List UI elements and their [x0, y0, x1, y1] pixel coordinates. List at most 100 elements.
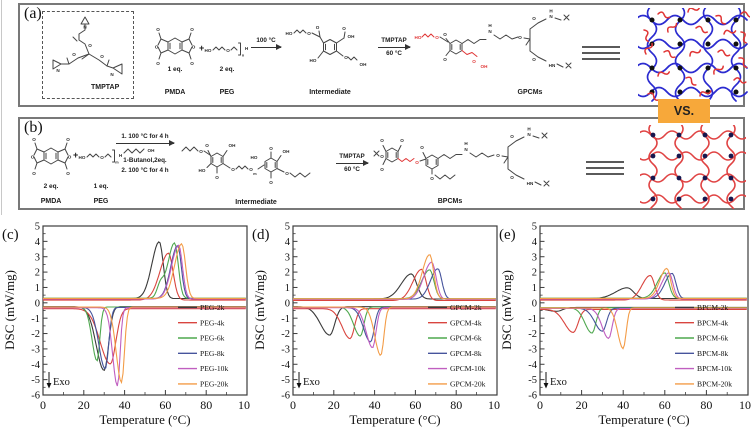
svg-text:O: O	[472, 59, 476, 64]
svg-text:GPCM-2k: GPCM-2k	[450, 303, 482, 312]
svg-text:HO: HO	[286, 31, 293, 36]
condition-a2: 60 °C	[386, 50, 402, 58]
svg-text:O: O	[88, 43, 92, 48]
svg-text:20: 20	[78, 398, 90, 412]
svg-text:O: O	[380, 138, 384, 143]
vs-badge: VS.	[658, 99, 710, 123]
svg-text:PEG-8k: PEG-8k	[200, 349, 225, 358]
svg-text:H: H	[245, 46, 249, 51]
peg-structure-a: HO O n H	[204, 39, 250, 59]
peg-eq-a: 2 eq.	[219, 66, 235, 73]
svg-text:HO: HO	[415, 35, 422, 40]
svg-text:-3: -3	[31, 345, 40, 356]
svg-text:GPCM-4k: GPCM-4k	[450, 318, 482, 327]
gpcm-name: GPCMs	[517, 89, 543, 96]
svg-text:O: O	[344, 55, 348, 60]
condition-b2: 60 °C	[344, 166, 360, 174]
page-edge-line	[1, 0, 2, 215]
dsc-chart-peg: 0 20 40 60 80 100 -6 -5 -4 -3 -2 -1 0 1 2 3 4 5 Temperatur…	[0, 222, 256, 429]
svg-text:Temperature (°C): Temperature (°C)	[598, 412, 689, 427]
svg-text:-1: -1	[528, 314, 537, 325]
svg-text:60: 60	[409, 398, 421, 412]
condition-b1-line3: 2. 100 °C for 4 h	[121, 167, 169, 175]
dsc-chart-svg: 0 20 40 60 80 100 -6 -5 -4 -3 -2 -1 0 1 2 3 4 5 Temperatur…	[499, 222, 751, 427]
svg-text:N: N	[488, 29, 492, 34]
svg-text:0: 0	[537, 398, 543, 412]
svg-text:O: O	[380, 154, 384, 159]
svg-text:O: O	[510, 175, 514, 180]
svg-text:DSC (mW/mg): DSC (mW/mg)	[252, 270, 267, 350]
svg-text:O: O	[156, 61, 160, 66]
svg-text:O: O	[190, 27, 194, 32]
butanol-structure: OH	[116, 144, 174, 157]
equivalence-sign-a	[582, 46, 620, 64]
reaction-arrow-b2: TMPTAP 60 °C	[336, 153, 369, 174]
svg-text:O: O	[269, 146, 273, 151]
svg-text:OH: OH	[229, 143, 237, 148]
pmda-name-a: PMDA	[164, 89, 186, 96]
svg-text:HN: HN	[527, 181, 534, 186]
svg-text:O: O	[380, 167, 384, 172]
svg-text:-5: -5	[31, 375, 40, 386]
svg-text:N: N	[56, 68, 60, 73]
svg-text:20: 20	[576, 398, 588, 412]
svg-text:4: 4	[285, 237, 291, 248]
svg-text:O: O	[32, 171, 36, 176]
svg-text:O: O	[199, 149, 203, 154]
svg-text:O: O	[430, 176, 434, 181]
svg-text:40: 40	[369, 398, 381, 412]
svg-text:O: O	[269, 180, 273, 185]
dsc-chart-bpcm: 0 20 40 60 80 100 -6 -5 -4 -3 -2 -1 0 1 2 3 4 5 Temperatur…	[497, 222, 751, 429]
svg-text:O: O	[205, 143, 209, 148]
svg-text:O: O	[72, 52, 76, 57]
svg-text:H: H	[119, 153, 123, 158]
reaction-arrow-a2: TMPTAP 60 °C	[378, 37, 411, 58]
svg-text:0: 0	[290, 398, 296, 412]
svg-text:4: 4	[532, 237, 538, 248]
svg-text:O: O	[68, 155, 72, 160]
pmda-structure-a: O O O O O O	[152, 25, 198, 67]
svg-text:80: 80	[700, 398, 712, 412]
svg-text:N: N	[527, 132, 531, 137]
svg-text:GPCM-6k: GPCM-6k	[450, 334, 482, 343]
panel-b: (b) O O O O O O 2 eq. PMDA + HO	[18, 117, 746, 210]
svg-text:100: 100	[739, 398, 751, 412]
svg-text:PEG-4k: PEG-4k	[200, 318, 225, 327]
svg-text:O: O	[415, 160, 419, 165]
intermediate-structure-b: O O OH HO O O O m HO O OH O O	[180, 129, 332, 191]
svg-text:BPCM-10k: BPCM-10k	[697, 364, 732, 373]
peg-structure-b: HO O m H	[78, 146, 124, 166]
svg-text:BPCM-4k: BPCM-4k	[697, 318, 728, 327]
panel-b-label: (b)	[24, 119, 43, 136]
svg-text:O: O	[342, 26, 346, 31]
svg-text:O: O	[32, 137, 36, 142]
svg-text:60: 60	[159, 398, 171, 412]
svg-text:2: 2	[285, 268, 290, 279]
svg-text:3: 3	[285, 252, 290, 263]
svg-text:O: O	[435, 35, 439, 40]
svg-text:BPCM-20k: BPCM-20k	[697, 380, 732, 389]
svg-text:O: O	[215, 175, 219, 180]
svg-text:BPCM-2k: BPCM-2k	[697, 303, 728, 312]
svg-text:OH: OH	[481, 64, 489, 69]
svg-text:O: O	[443, 57, 447, 62]
svg-text:Exo: Exo	[550, 377, 567, 388]
svg-text:80: 80	[450, 398, 462, 412]
svg-text:O: O	[316, 25, 320, 30]
svg-text:OH: OH	[348, 34, 356, 39]
arrow-shaft-b2	[336, 158, 369, 167]
svg-text:O: O	[443, 32, 447, 37]
condition-b1-line2: 1-Butanol,2eq.	[123, 157, 167, 165]
svg-text:H: H	[549, 9, 553, 14]
svg-text:5: 5	[532, 222, 537, 233]
svg-text:DSC (mW/mg): DSC (mW/mg)	[499, 270, 514, 350]
svg-text:Temperature (°C): Temperature (°C)	[99, 412, 190, 427]
svg-text:O: O	[532, 57, 536, 62]
svg-text:-3: -3	[281, 345, 290, 356]
svg-text:-6: -6	[281, 391, 290, 402]
svg-text:O: O	[307, 31, 311, 36]
pmda-name-b: PMDA	[40, 198, 62, 205]
svg-text:-5: -5	[281, 375, 290, 386]
equivalence-sign-b	[586, 161, 624, 179]
svg-text:HO: HO	[79, 155, 86, 160]
